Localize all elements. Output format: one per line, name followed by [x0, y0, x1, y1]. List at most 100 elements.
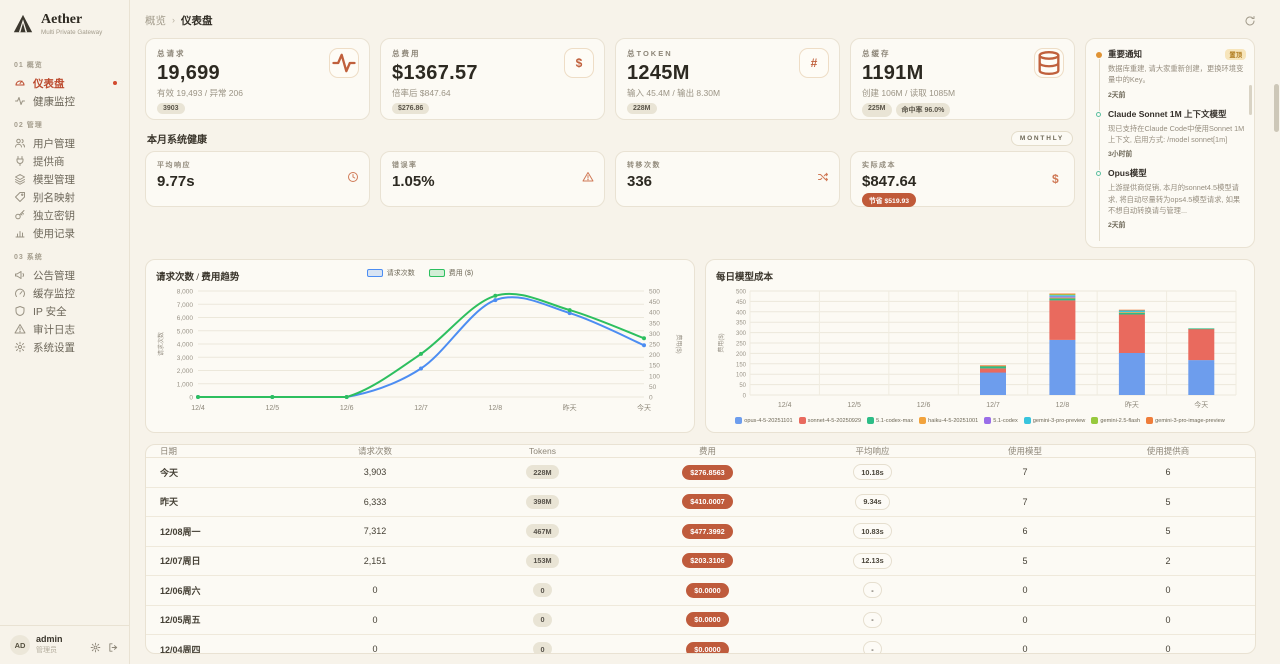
tokens-badge: 0 [533, 642, 552, 654]
svg-text:12/4: 12/4 [191, 405, 205, 412]
legend-label: gemini-2.5-flash [1100, 417, 1141, 424]
pinned-badge: 置顶 [1225, 49, 1246, 60]
gear-icon[interactable] [90, 640, 101, 652]
sidebar-item-tag[interactable]: 别名映射 [8, 188, 121, 206]
legend-item[interactable]: 请求次数 [366, 268, 415, 278]
cell-tokens: 228M [460, 465, 625, 480]
tokens-badge: 467M [526, 524, 559, 539]
cell-models: 5 [1022, 555, 1028, 566]
response-badge: 10.18s [853, 464, 892, 481]
svg-text:6,000: 6,000 [177, 315, 194, 322]
response-badge: - [863, 582, 882, 599]
response-badge: 10.83s [853, 523, 892, 540]
announcement-item[interactable]: Opus模型 上游提供商促销, 本月的sonnet4.5模型请求, 将自动尽量转为… [1096, 168, 1246, 242]
svg-text:今天: 今天 [1194, 400, 1208, 409]
cell-date: 12/08周一 [160, 526, 201, 537]
legend-item[interactable]: sonnet-4-5-20250929 [798, 417, 861, 425]
sidebar-item-gauge[interactable]: 仪表盘 [8, 74, 121, 92]
cell-models: 6 [1022, 526, 1028, 537]
stat-label: 总请求 [157, 49, 186, 58]
cell-date: 昨天 [160, 497, 179, 508]
sidebar-item-megaphone[interactable]: 公告管理 [8, 266, 121, 284]
response-badge: 9.34s [855, 493, 890, 510]
cell-tokens: 0 [460, 642, 625, 654]
tokens-badge: 398M [526, 494, 559, 509]
sidebar-item-activity[interactable]: 健康监控 [8, 92, 121, 110]
active-indicator-dot [113, 81, 117, 86]
stat-card: 总缓存 1191M 创建 106M / 读取 1085M 225M 命中率 96.0% [850, 38, 1075, 120]
cell-response: 10.83s [790, 523, 955, 540]
announcement-item[interactable]: 重要通知 置顶 数据库重建, 请大家重新创建，更换环境变量中的Key。 2天前 [1096, 49, 1246, 111]
cell-models: 0 [1022, 644, 1028, 654]
svg-text:450: 450 [736, 300, 747, 306]
sidebar-item-settings[interactable]: 系统设置 [8, 338, 121, 356]
app-title: Aether [41, 12, 83, 27]
legend-item[interactable]: 5.1-codex-max [867, 417, 913, 425]
timeline-dot [1096, 171, 1101, 177]
sidebar-item-dial[interactable]: 缓存监控 [8, 284, 121, 302]
sidebar-item-alert-triangle[interactable]: 审计日志 [8, 320, 121, 338]
legend-swatch [798, 417, 806, 425]
logo: Aether Multi Private Gateway [0, 0, 129, 46]
svg-text:500: 500 [649, 289, 660, 296]
key-icon [14, 209, 26, 221]
table-header-cell: 费用 [698, 446, 716, 457]
tokens-badge: 0 [533, 583, 552, 598]
daily-model-cost-chart: 每日模型成本 0 50 100 150 200 250 300 350 400 450 500 12/… [705, 259, 1255, 434]
legend-item[interactable]: gemini-3-pro-preview [1023, 417, 1085, 425]
svg-text:12/4: 12/4 [778, 402, 792, 409]
sidebar-item-key[interactable]: 独立密钥 [8, 206, 121, 224]
sidebar-item-label: 审计日志 [33, 323, 75, 336]
svg-text:300: 300 [736, 331, 747, 337]
svg-text:12/7: 12/7 [986, 402, 1000, 409]
legend-item[interactable]: 5.1-codex [984, 417, 1018, 425]
legend-item[interactable]: 费用 ($) [428, 268, 473, 278]
cost-badge: $0.0000 [686, 612, 729, 628]
activity-icon [14, 95, 26, 107]
refresh-icon[interactable] [1244, 14, 1256, 26]
svg-text:费用($): 费用($) [675, 335, 683, 354]
legend-swatch [366, 269, 383, 278]
breadcrumb-parent[interactable]: 概览 [145, 14, 166, 27]
svg-text:250: 250 [736, 342, 747, 348]
svg-text:50: 50 [649, 384, 657, 391]
sidebar-item-label: 独立密钥 [33, 209, 75, 222]
health-value: 9.77s [157, 173, 195, 190]
svg-text:费用($): 费用($) [717, 334, 725, 353]
legend-item[interactable]: gemini-3-pro-image-preview [1146, 417, 1225, 425]
stat-subtext: 有效 19,493 / 异常 206 [157, 88, 243, 98]
health-card: 转移次数 336 [615, 151, 840, 207]
svg-text:5,000: 5,000 [177, 328, 194, 335]
sidebar-item-layers[interactable]: 模型管理 [8, 170, 121, 188]
legend-swatch [1146, 417, 1154, 425]
svg-text:8,000: 8,000 [177, 289, 194, 296]
period-badge: MONTHLY [1010, 131, 1073, 146]
cell-providers: 5 [1165, 496, 1171, 507]
user-role: 管理员 [36, 646, 57, 654]
sidebar-item-users[interactable]: 用户管理 [8, 134, 121, 152]
legend-item[interactable]: haiku-4-5-20251001 [919, 417, 978, 425]
window-scrollbar[interactable] [1274, 84, 1279, 132]
stat-badges: $276.86 [392, 103, 593, 114]
stat-subtext: 输入 45.4M / 输出 8.30M [627, 88, 721, 98]
sidebar-item-shield[interactable]: IP 安全 [8, 302, 121, 320]
charts-row: 请求次数 / 费用趋势 请求次数 费用 ($) 0 1,000 2,000 3,000 4… [145, 259, 1256, 434]
sidebar-item-label: 模型管理 [33, 173, 75, 186]
sidebar-item-label: 缓存监控 [33, 287, 75, 300]
announcement-head: 重要通知 置顶 [1108, 49, 1246, 60]
clock-icon [347, 170, 359, 188]
legend-item[interactable]: opus-4-5-20251101 [735, 417, 793, 425]
announcements-scrollbar[interactable] [1249, 85, 1252, 115]
svg-text:3,000: 3,000 [177, 355, 194, 362]
announcement-head: Opus模型 [1108, 168, 1246, 179]
stat-label: 总TOKEN [627, 49, 673, 58]
announcement-title: Claude Sonnet 1M 上下文模型 [1108, 108, 1227, 119]
timeline-dot [1096, 111, 1101, 117]
logout-icon[interactable] [108, 640, 119, 652]
user-area[interactable]: AD admin 管理员 [0, 625, 129, 664]
sidebar-item-plug[interactable]: 提供商 [8, 152, 121, 170]
cell-tokens: 398M [460, 494, 625, 509]
legend-item[interactable]: gemini-2.5-flash [1091, 417, 1141, 425]
sidebar-item-bar-chart[interactable]: 使用记录 [8, 224, 121, 242]
announcement-item[interactable]: Claude Sonnet 1M 上下文模型 现已支持在Claude Code中使… [1096, 108, 1246, 170]
